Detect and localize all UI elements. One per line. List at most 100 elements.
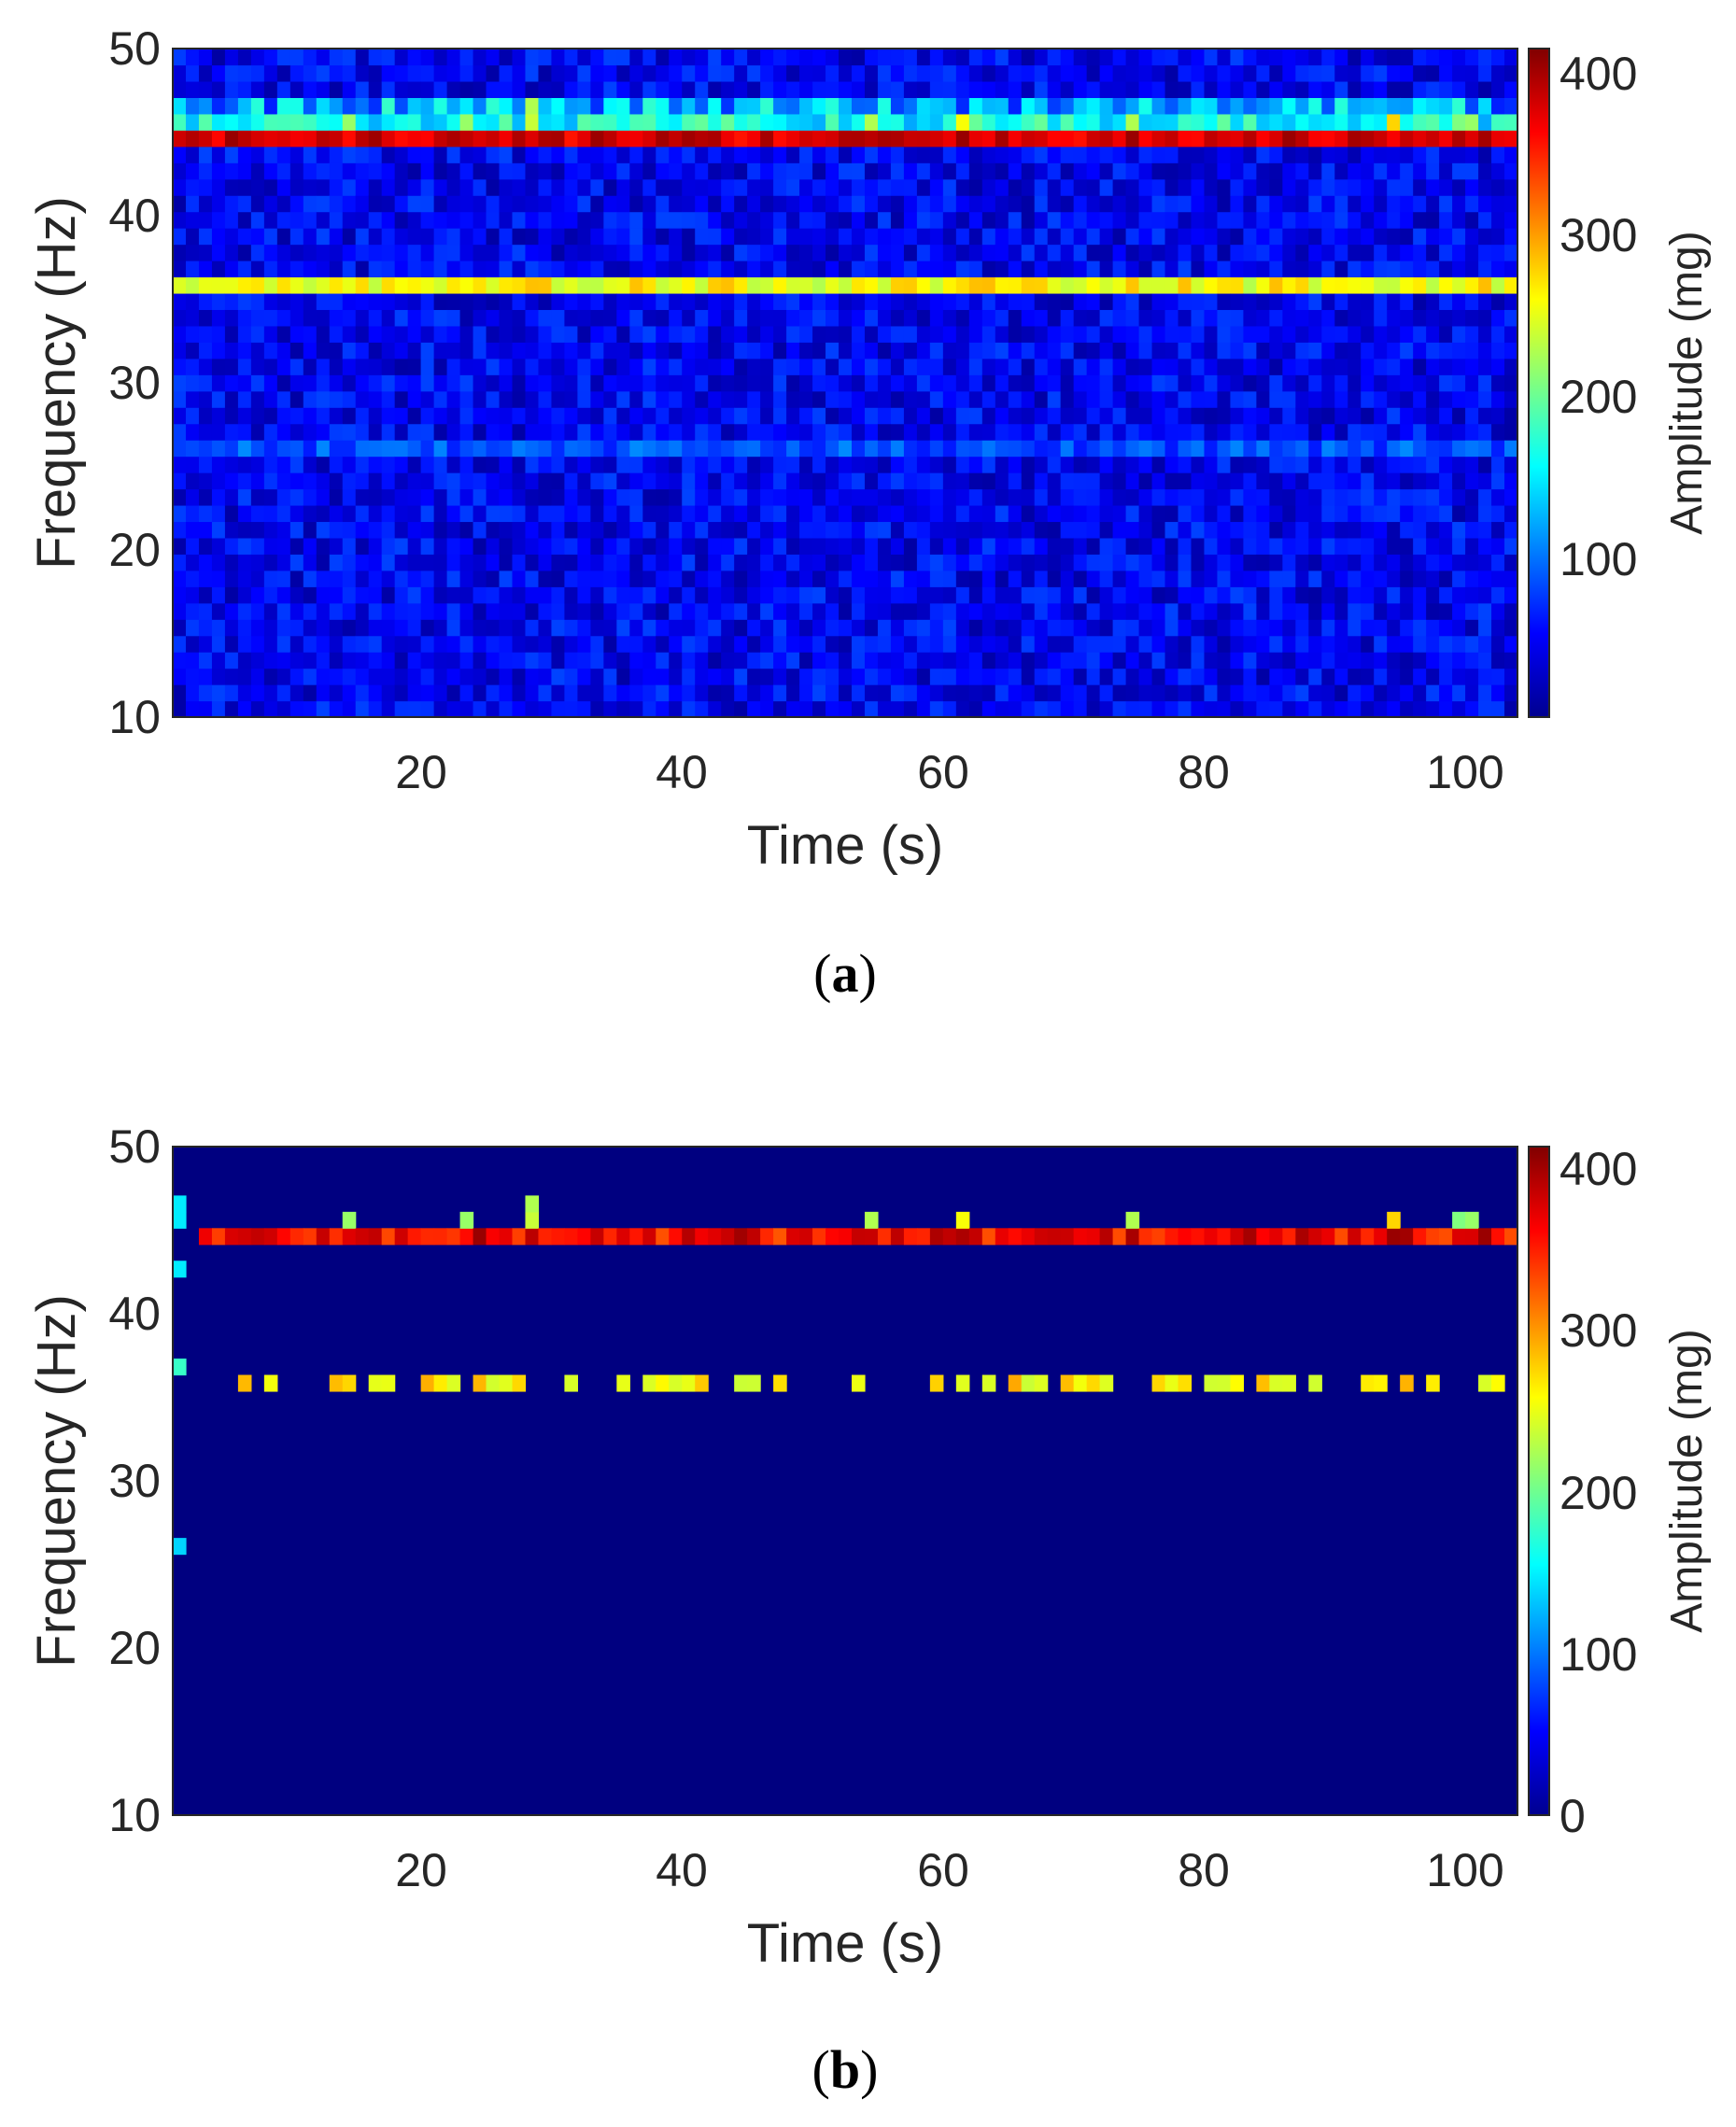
heatmap-cell	[1099, 652, 1114, 669]
heatmap-cell	[1334, 80, 1348, 98]
heatmap-cell	[499, 1228, 514, 1246]
heatmap-cell	[499, 619, 514, 637]
heatmap-cell	[276, 80, 291, 98]
heatmap-cell	[1112, 652, 1127, 669]
heatmap-cell	[525, 619, 540, 637]
heatmap-cell	[1308, 162, 1322, 180]
heatmap-cell	[538, 586, 553, 604]
heatmap-cell	[185, 684, 200, 702]
heatmap-cell	[1504, 407, 1518, 425]
heatmap-cell	[538, 652, 553, 669]
heatmap-cell	[1034, 64, 1049, 82]
heatmap-cell	[1465, 488, 1479, 506]
heatmap-cell	[851, 521, 866, 539]
heatmap-cell	[1060, 1374, 1075, 1392]
heatmap-cell	[1452, 244, 1466, 261]
heatmap-cell	[342, 211, 357, 229]
heatmap-cell	[355, 440, 370, 458]
heatmap-cell	[329, 178, 344, 196]
heatmap-cell	[656, 390, 670, 408]
heatmap-cell	[1047, 472, 1062, 490]
heatmap-cell	[1217, 1228, 1232, 1246]
heatmap-cell	[747, 440, 761, 458]
heatmap-cell	[968, 228, 983, 246]
heatmap-cell	[590, 49, 604, 66]
heatmap-cell	[747, 488, 761, 506]
heatmap-cell	[1073, 342, 1088, 359]
heatmap-cell	[590, 652, 604, 669]
heatmap-cell	[747, 261, 761, 278]
heatmap-cell	[1361, 668, 1375, 685]
heatmap-cell	[1230, 374, 1245, 392]
heatmap-cell	[1452, 407, 1466, 425]
heatmap-cell	[1073, 64, 1088, 82]
heatmap-cell	[250, 325, 265, 343]
heatmap-cell	[289, 64, 304, 82]
heatmap-cell	[1334, 276, 1348, 294]
heatmap-cell	[1191, 407, 1206, 425]
heatmap-cell	[1230, 684, 1245, 702]
heatmap-cell	[864, 358, 879, 375]
heatmap-cell	[564, 407, 578, 425]
heatmap-cell	[250, 554, 265, 571]
heatmap-cell	[1086, 146, 1101, 163]
heatmap-cell	[1465, 554, 1479, 571]
heatmap-cell	[1452, 390, 1466, 408]
heatmap-cell	[1164, 456, 1179, 473]
heatmap-cell	[826, 244, 840, 261]
heatmap-cell	[603, 602, 617, 620]
heatmap-cell	[812, 244, 826, 261]
heatmap-cell	[250, 195, 265, 213]
heatmap-cell	[577, 64, 591, 82]
heatmap-cell	[1321, 80, 1335, 98]
heatmap-cell	[1452, 309, 1466, 327]
heatmap-cell	[1334, 64, 1348, 82]
heatmap-cell	[329, 635, 344, 653]
heatmap-cell	[173, 684, 187, 702]
heatmap-cell	[708, 49, 722, 66]
heatmap-cell	[721, 684, 735, 702]
heatmap-cell	[1465, 652, 1479, 669]
heatmap-cell	[1230, 97, 1245, 115]
heatmap-cell	[682, 504, 696, 523]
heatmap-cell	[995, 211, 1009, 229]
heatmap-cell	[173, 325, 187, 343]
heatmap-cell	[1230, 440, 1245, 458]
heatmap-cell	[1112, 178, 1127, 196]
heatmap-cell	[839, 423, 853, 441]
heatmap-cell	[1230, 619, 1245, 637]
heatmap-cell	[1452, 325, 1466, 343]
heatmap-cell	[1504, 228, 1518, 246]
heatmap-cell	[734, 195, 748, 213]
heatmap-cell	[1439, 1228, 1453, 1246]
heatmap-cell	[473, 602, 487, 620]
heatmap-cell	[695, 652, 709, 669]
heatmap-cell	[916, 261, 931, 278]
heatmap-cell	[929, 521, 944, 539]
heatmap-cell	[329, 195, 344, 213]
heatmap-cell	[1008, 684, 1023, 702]
heatmap-cell	[486, 358, 501, 375]
heatmap-cell	[929, 1374, 944, 1392]
heatmap-cell	[211, 700, 226, 718]
heatmap-cell	[916, 244, 931, 261]
heatmap-cell	[237, 130, 252, 148]
heatmap-cell	[903, 130, 918, 148]
heatmap-cell	[303, 64, 318, 82]
heatmap-cell	[669, 635, 683, 653]
heatmap-cell	[289, 292, 304, 311]
heatmap-cell	[1348, 146, 1362, 163]
heatmap-cell	[1151, 358, 1166, 375]
heatmap-cell	[1478, 64, 1492, 82]
heatmap-cell	[616, 521, 630, 539]
heatmap-cell	[1387, 292, 1401, 311]
heatmap-cell	[512, 1228, 527, 1246]
heatmap-cell	[237, 113, 252, 131]
heatmap-cell	[1426, 358, 1440, 375]
heatmap-cell	[499, 488, 514, 506]
heatmap-cell	[473, 390, 487, 408]
heatmap-cell	[486, 130, 501, 148]
heatmap-cell	[263, 195, 278, 213]
heatmap-cell	[1204, 97, 1219, 115]
heatmap-cell	[1178, 49, 1193, 66]
